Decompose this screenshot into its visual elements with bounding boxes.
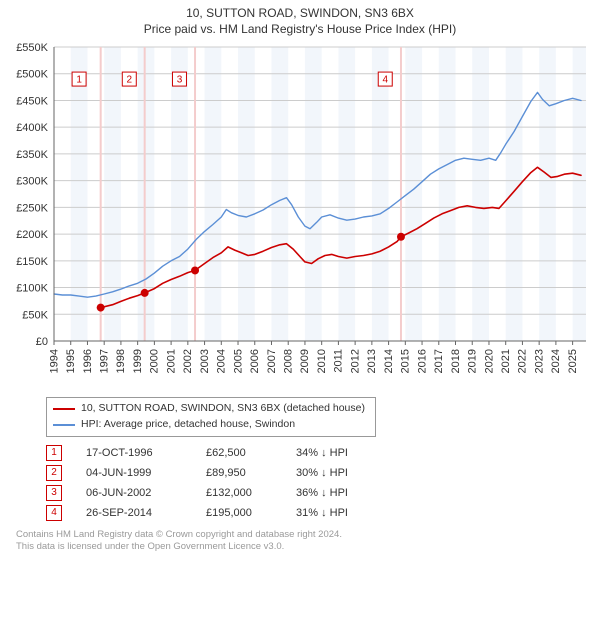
transaction-dot (97, 304, 105, 312)
x-tick-label: 2009 (299, 349, 311, 373)
x-tick-label: 2002 (182, 349, 194, 373)
x-tick-label: 2013 (366, 349, 378, 373)
x-tick-label: 2005 (232, 349, 244, 373)
y-tick-label: £100K (16, 283, 48, 295)
y-tick-label: £300K (16, 176, 48, 188)
x-tick-label: 2016 (416, 349, 428, 373)
x-tick-label: 1998 (115, 349, 127, 373)
transaction-marker-number: 4 (382, 75, 388, 86)
price-chart-svg: £0 £50K £100K £150K £200K £250K £300K £350K £400… (6, 39, 594, 391)
x-tick-label: 2025 (567, 349, 579, 373)
transaction-dot (141, 289, 149, 297)
x-tick-label: 2015 (400, 349, 412, 373)
transaction-number-badge: 2 (46, 465, 62, 481)
x-tick-label: 1994 (48, 349, 60, 373)
transaction-date: 26-SEP-2014 (86, 507, 206, 519)
y-tick-label: £450K (16, 96, 48, 108)
transaction-row: 1 17-OCT-1996£62,50034% ↓ HPI (46, 443, 594, 463)
x-tick-label: 1995 (65, 349, 77, 373)
transaction-dot (191, 267, 199, 275)
x-tick-label: 2022 (517, 349, 529, 373)
transaction-number-badge: 1 (46, 445, 62, 461)
transaction-row: 2 04-JUN-1999£89,95030% ↓ HPI (46, 463, 594, 483)
transaction-number-badge: 3 (46, 485, 62, 501)
legend-item: HPI: Average price, detached house, Swin… (53, 417, 369, 433)
transaction-delta: 31% ↓ HPI (296, 507, 396, 519)
y-tick-label: £550K (16, 42, 48, 54)
legend-label: HPI: Average price, detached house, Swin… (81, 417, 295, 433)
price-chart: £0 £50K £100K £150K £200K £250K £300K £350K £400… (6, 39, 594, 391)
x-tick-label: 2004 (216, 349, 228, 373)
x-tick-label: 2010 (316, 349, 328, 373)
transaction-date: 17-OCT-1996 (86, 447, 206, 459)
transaction-date: 04-JUN-1999 (86, 467, 206, 479)
transaction-delta: 34% ↓ HPI (296, 447, 396, 459)
x-tick-label: 1996 (82, 349, 94, 373)
x-tick-label: 1997 (98, 349, 110, 373)
x-tick-label: 2020 (483, 349, 495, 373)
y-tick-label: £200K (16, 229, 48, 241)
chart-titles: 10, SUTTON ROAD, SWINDON, SN3 6BX Price … (6, 6, 594, 37)
transaction-price: £62,500 (206, 447, 296, 459)
x-tick-label: 2017 (433, 349, 445, 373)
attribution-footer: Contains HM Land Registry data © Crown c… (16, 529, 594, 554)
y-tick-label: £50K (22, 309, 48, 321)
transaction-row: 3 06-JUN-2002£132,00036% ↓ HPI (46, 483, 594, 503)
legend-label: 10, SUTTON ROAD, SWINDON, SN3 6BX (detac… (81, 401, 365, 417)
transaction-number-badge: 4 (46, 505, 62, 521)
legend-swatch (53, 408, 75, 410)
x-tick-label: 2023 (533, 349, 545, 373)
transaction-price: £89,950 (206, 467, 296, 479)
transaction-marker-number: 1 (76, 75, 82, 86)
transaction-marker-number: 2 (127, 75, 133, 86)
legend-swatch (53, 424, 75, 426)
x-tick-label: 1999 (132, 349, 144, 373)
x-tick-label: 2008 (283, 349, 295, 373)
x-tick-label: 2001 (165, 349, 177, 373)
transaction-dot (397, 233, 405, 241)
transaction-price: £132,000 (206, 487, 296, 499)
y-tick-label: £350K (16, 149, 48, 161)
x-tick-label: 2007 (266, 349, 278, 373)
x-tick-label: 2024 (550, 349, 562, 373)
x-tick-label: 2021 (500, 349, 512, 373)
y-tick-label: £400K (16, 122, 48, 134)
x-tick-label: 2014 (383, 349, 395, 373)
legend-item: 10, SUTTON ROAD, SWINDON, SN3 6BX (detac… (53, 401, 369, 417)
x-tick-label: 2000 (149, 349, 161, 373)
transaction-marker-number: 3 (177, 75, 183, 86)
transaction-delta: 30% ↓ HPI (296, 467, 396, 479)
chart-title-sub: Price paid vs. HM Land Registry's House … (6, 22, 594, 38)
x-tick-label: 2012 (349, 349, 361, 373)
y-tick-label: £0 (36, 336, 48, 348)
y-tick-label: £500K (16, 69, 48, 81)
chart-title-main: 10, SUTTON ROAD, SWINDON, SN3 6BX (6, 6, 594, 22)
x-tick-label: 2019 (467, 349, 479, 373)
transaction-delta: 36% ↓ HPI (296, 487, 396, 499)
attribution-line-1: Contains HM Land Registry data © Crown c… (16, 529, 594, 541)
transaction-date: 06-JUN-2002 (86, 487, 206, 499)
y-tick-label: £150K (16, 256, 48, 268)
transaction-price: £195,000 (206, 507, 296, 519)
transaction-row: 4 26-SEP-2014£195,00031% ↓ HPI (46, 503, 594, 523)
transactions-table: 1 17-OCT-1996£62,50034% ↓ HPI 2 04-JUN-1999… (46, 443, 594, 523)
y-tick-label: £250K (16, 203, 48, 215)
x-tick-label: 2003 (199, 349, 211, 373)
x-tick-label: 2018 (450, 349, 462, 373)
attribution-line-2: This data is licensed under the Open Gov… (16, 541, 594, 553)
x-tick-label: 2011 (333, 349, 345, 373)
chart-legend: 10, SUTTON ROAD, SWINDON, SN3 6BX (detac… (46, 397, 376, 437)
x-tick-label: 2006 (249, 349, 261, 373)
